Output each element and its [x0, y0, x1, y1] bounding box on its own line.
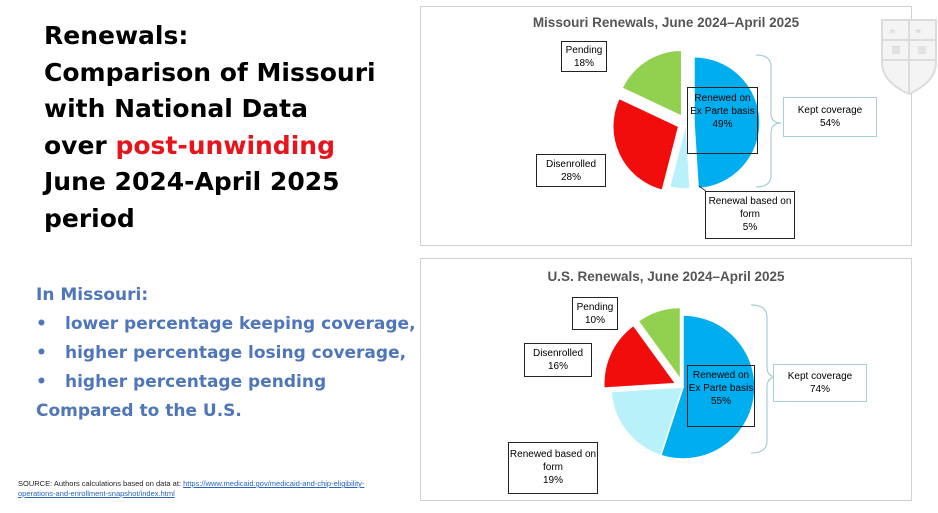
us-pie-chart: [603, 304, 778, 460]
findings-list: In Missouri: • lower percentage keeping c…: [36, 281, 416, 426]
form-slice: [610, 386, 685, 457]
kept-coverage-name: Kept coverage: [787, 371, 853, 382]
form-label-name: Renewal based on form: [708, 196, 792, 220]
title-line-5: June 2024-April 2025: [44, 167, 340, 196]
findings-footer: Compared to the U.S.: [36, 401, 242, 421]
disenrolled-label-value: 28%: [560, 172, 581, 183]
ex-parte-slice: [693, 55, 761, 190]
ex-parte-label: Renewed on Ex Parte basis 55%: [687, 365, 755, 427]
source-note: SOURCE: Authors calculations based on da…: [18, 479, 388, 499]
ex-parte-label-name: Renewed on Ex Parte basis: [690, 93, 755, 117]
finding-text: higher percentage pending: [65, 372, 327, 392]
title-line-1: Renewals:: [44, 21, 189, 50]
us-chart-panel: U.S. Renewals, June 2024–April 2025 Pend…: [420, 258, 912, 501]
bullet-icon: •: [36, 372, 47, 392]
kept-coverage-value: 74%: [809, 384, 830, 395]
title-line-4: over post-unwinding: [44, 128, 404, 165]
bullet-icon: •: [36, 314, 47, 334]
title-prefix: over: [44, 130, 116, 160]
disenrolled-label: Disenrolled 16%: [524, 343, 592, 377]
missouri-chart-panel: Missouri Renewals, June 2024–April 2025 …: [420, 6, 912, 246]
pending-label-name: Pending: [565, 45, 603, 56]
form-label: Renewed based on form 19%: [508, 442, 598, 494]
pending-label-value: 10%: [584, 315, 605, 326]
finding-item: • higher percentage pending: [36, 368, 416, 397]
pending-slice: [637, 306, 682, 382]
finding-item: • higher percentage losing coverage,: [36, 339, 416, 368]
title-line-2: Comparison of Missouri: [44, 57, 376, 87]
chart-title: Missouri Renewals, June 2024–April 2025: [532, 15, 800, 30]
shield-logo-icon: [881, 19, 937, 96]
kept-coverage-bracket: [755, 54, 782, 188]
disenrolled-slice: [603, 324, 678, 389]
disenrolled-label-name: Disenrolled: [532, 348, 584, 359]
title-highlight: post-unwinding: [115, 130, 335, 160]
disenrolled-label: Disenrolled 28%: [536, 154, 606, 187]
slide-title: Renewals: Comparison of Missouri with Na…: [44, 18, 404, 237]
findings-heading: In Missouri:: [36, 285, 149, 305]
source-link[interactable]: https://www.medicaid.gov/medicaid-and-ch…: [18, 479, 365, 498]
chart-title: U.S. Renewals, June 2024–April 2025: [547, 269, 785, 284]
title-line-3: with National Data: [44, 94, 308, 123]
pending-label-name: Pending: [576, 302, 614, 313]
title-line-6: period: [44, 203, 135, 233]
ex-parte-label-name: Renewed on Ex Parte basis: [688, 370, 754, 394]
form-slice: [668, 122, 691, 190]
kept-coverage-value: 54%: [819, 118, 840, 129]
disenrolled-slice: [612, 97, 680, 192]
disenrolled-label-value: 16%: [547, 361, 568, 372]
bullet-icon: •: [36, 343, 47, 363]
finding-text: lower percentage keeping coverage,: [65, 314, 416, 334]
source-label: SOURCE: Authors calculations based on da…: [18, 479, 184, 488]
kept-coverage-label: Kept coverage 74%: [773, 364, 867, 402]
kept-coverage-label: Kept coverage 54%: [783, 97, 877, 137]
missouri-pie-chart: [612, 49, 782, 208]
form-label-name: Renewed based on form: [509, 449, 597, 473]
form-label-value: 19%: [542, 475, 563, 486]
form-label: Renewal based on form 5%: [705, 191, 795, 239]
disenrolled-label-name: Disenrolled: [545, 159, 597, 170]
ex-parte-label-value: 49%: [712, 119, 733, 130]
ex-parte-label: Renewed on Ex Parte basis 49%: [687, 87, 758, 154]
ex-parte-label-value: 55%: [710, 396, 731, 407]
pending-label: Pending 18%: [561, 41, 607, 72]
finding-text: higher percentage losing coverage,: [65, 343, 407, 363]
finding-item: • lower percentage keeping coverage,: [36, 310, 416, 339]
kept-coverage-name: Kept coverage: [797, 105, 863, 116]
pending-label-value: 18%: [573, 58, 594, 69]
form-label-value: 5%: [742, 222, 758, 233]
pending-slice: [620, 49, 683, 118]
pending-label: Pending 10%: [572, 297, 618, 330]
